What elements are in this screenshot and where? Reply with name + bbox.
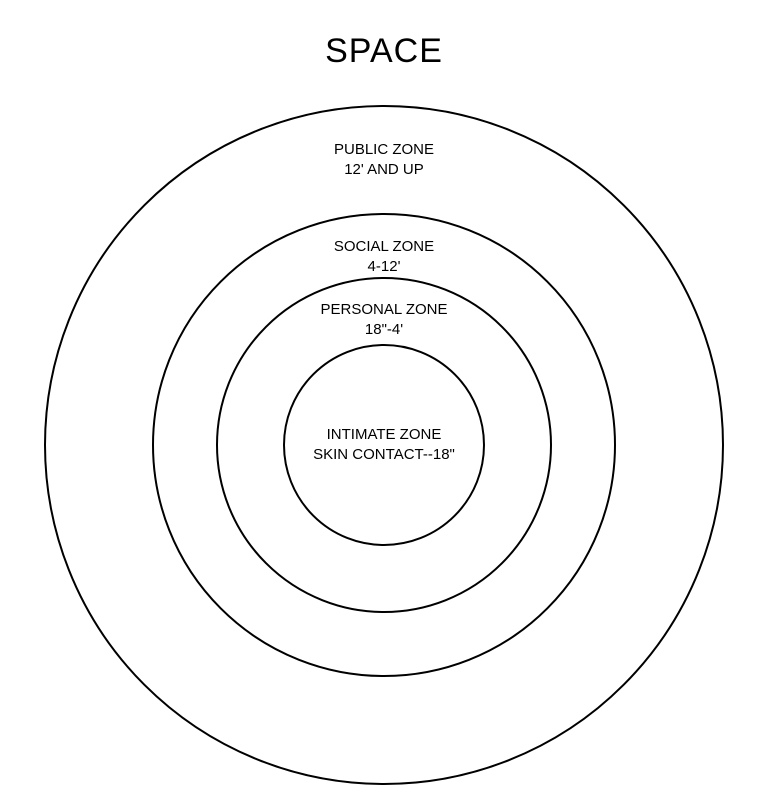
zone-label-social: SOCIAL ZONE 4-12' bbox=[334, 237, 434, 276]
zone-label-personal: PERSONAL ZONE 18"-4' bbox=[321, 300, 448, 339]
diagram-title: SPACE bbox=[325, 32, 443, 71]
zone-range: 12' AND UP bbox=[334, 160, 434, 180]
zone-name: PUBLIC ZONE bbox=[334, 140, 434, 160]
zone-range: SKIN CONTACT--18" bbox=[313, 445, 455, 465]
zone-name: PERSONAL ZONE bbox=[321, 300, 448, 320]
zone-label-intimate: INTIMATE ZONE SKIN CONTACT--18" bbox=[313, 425, 455, 464]
zone-range: 18"-4' bbox=[321, 320, 448, 340]
zone-label-public: PUBLIC ZONE 12' AND UP bbox=[334, 140, 434, 179]
zone-name: SOCIAL ZONE bbox=[334, 237, 434, 257]
proxemics-diagram: PUBLIC ZONE 12' AND UP SOCIAL ZONE 4-12'… bbox=[39, 90, 729, 780]
zone-range: 4-12' bbox=[334, 257, 434, 277]
zone-name: INTIMATE ZONE bbox=[313, 425, 455, 445]
